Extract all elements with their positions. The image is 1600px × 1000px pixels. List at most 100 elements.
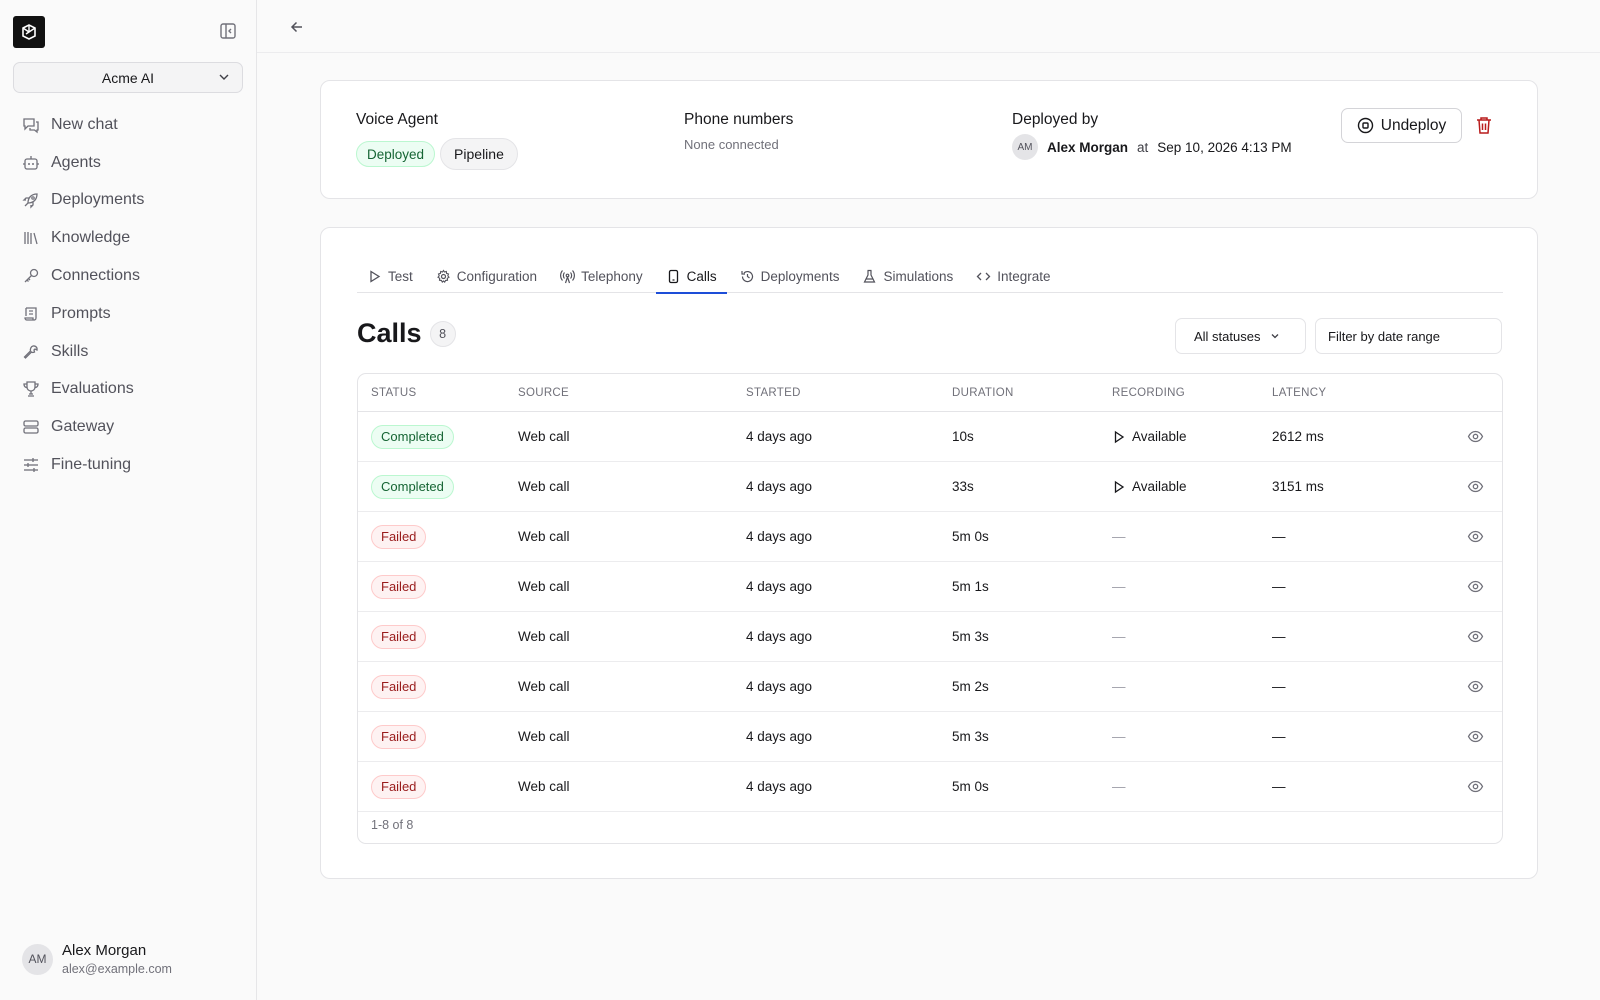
sidebar-item-skills[interactable]: Skills bbox=[13, 333, 245, 371]
trash-icon[interactable] bbox=[1475, 115, 1493, 135]
phone-numbers-label: Phone numbers bbox=[684, 111, 794, 128]
column-header-source[interactable]: SOURCE bbox=[518, 386, 570, 399]
calls-table: STATUS SOURCE STARTED DURATION RECORDING… bbox=[357, 373, 1503, 844]
chevron-down-icon bbox=[219, 74, 229, 80]
tab-configuration[interactable]: Configuration bbox=[426, 259, 547, 293]
eye-icon[interactable] bbox=[1467, 428, 1484, 445]
column-header-duration[interactable]: DURATION bbox=[952, 386, 1014, 399]
status-cell: Failed bbox=[358, 574, 518, 599]
table-row[interactable]: Failed Web call 4 days ago 5m 3s — — bbox=[358, 712, 1502, 762]
sidebar-item-prompts[interactable]: Prompts bbox=[13, 295, 245, 333]
avatar: AM bbox=[22, 943, 53, 975]
tab-integrate[interactable]: Integrate bbox=[966, 259, 1060, 293]
tab-label: Test bbox=[388, 268, 413, 284]
gear-icon bbox=[436, 269, 450, 283]
tab-simulations[interactable]: Simulations bbox=[852, 259, 963, 293]
status-cell: Completed bbox=[358, 474, 518, 499]
source-cell: Web call bbox=[518, 429, 570, 444]
sidebar-item-agents[interactable]: Agents bbox=[13, 144, 245, 182]
started-cell: 4 days ago bbox=[746, 679, 813, 694]
sidebar-item-evaluations[interactable]: Evaluations bbox=[13, 371, 245, 409]
sidebar: Acme AI New chat Agents Deployments Know… bbox=[0, 0, 257, 1000]
tab-deployments[interactable]: Deployments bbox=[730, 259, 850, 293]
deployed-status-badge: Deployed bbox=[356, 141, 436, 167]
table-row[interactable]: Failed Web call 4 days ago 5m 0s — — bbox=[358, 512, 1502, 562]
table-row[interactable]: Failed Web call 4 days ago 5m 3s — — bbox=[358, 612, 1502, 662]
workspace-select[interactable]: Acme AI bbox=[13, 62, 243, 93]
back-arrow-icon[interactable] bbox=[288, 18, 306, 36]
play-icon[interactable] bbox=[1112, 430, 1126, 444]
status-filter-select[interactable]: All statuses bbox=[1175, 318, 1306, 354]
eye-icon[interactable] bbox=[1467, 778, 1484, 795]
sidebar-item-knowledge[interactable]: Knowledge bbox=[13, 219, 245, 257]
latency-cell: — bbox=[1272, 779, 1286, 794]
sidebar-item-label: Fine-tuning bbox=[51, 456, 132, 474]
status-badge: Failed bbox=[371, 624, 427, 649]
eye-icon[interactable] bbox=[1467, 578, 1484, 595]
eye-icon[interactable] bbox=[1467, 628, 1484, 645]
column-header-started[interactable]: STARTED bbox=[746, 386, 801, 399]
duration-cell: 33s bbox=[952, 479, 974, 494]
phone-numbers-value: None connected bbox=[684, 137, 779, 152]
recording-value: Available bbox=[1132, 479, 1187, 494]
source-cell: Web call bbox=[518, 779, 570, 794]
latency-cell: — bbox=[1272, 729, 1286, 744]
table-row[interactable]: Failed Web call 4 days ago 5m 0s — — bbox=[358, 762, 1502, 812]
sidebar-item-label: Skills bbox=[51, 342, 89, 360]
source-cell: Web call bbox=[518, 679, 570, 694]
workspace-name: Acme AI bbox=[101, 69, 155, 86]
flask-icon bbox=[863, 269, 876, 283]
app-logo[interactable] bbox=[13, 16, 45, 48]
sidebar-item-fine-tuning[interactable]: Fine-tuning bbox=[13, 446, 245, 484]
tab-test[interactable]: Test bbox=[357, 259, 423, 293]
chevron-down-icon bbox=[1272, 334, 1279, 339]
sidebar-item-label: Connections bbox=[51, 267, 140, 285]
agent-info-card: Voice Agent Deployed Pipeline Phone numb… bbox=[320, 80, 1538, 199]
sidebar-item-connections[interactable]: Connections bbox=[13, 257, 245, 295]
deployer-avatar: AM bbox=[1012, 134, 1038, 160]
trophy-icon bbox=[23, 381, 39, 398]
table-row[interactable]: Failed Web call 4 days ago 5m 2s — — bbox=[358, 662, 1502, 712]
server-icon bbox=[23, 420, 39, 434]
status-badge: Failed bbox=[371, 524, 427, 549]
date-range-filter[interactable]: Filter by date range bbox=[1315, 318, 1502, 354]
recording-value: — bbox=[1112, 729, 1126, 744]
antenna-icon bbox=[560, 269, 576, 283]
column-header-status[interactable]: STATUS bbox=[371, 386, 417, 399]
eye-icon[interactable] bbox=[1467, 528, 1484, 545]
recording-value: — bbox=[1112, 629, 1126, 644]
duration-cell: 5m 3s bbox=[952, 629, 989, 644]
tab-telephony[interactable]: Telephony bbox=[550, 259, 653, 293]
stop-circle-icon bbox=[1357, 117, 1373, 134]
recording-cell: — bbox=[1112, 579, 1272, 594]
eye-icon[interactable] bbox=[1467, 728, 1484, 745]
status-filter-label: All statuses bbox=[1194, 328, 1261, 344]
library-icon bbox=[24, 232, 38, 245]
eye-icon[interactable] bbox=[1467, 678, 1484, 695]
eye-icon[interactable] bbox=[1467, 478, 1484, 495]
play-icon bbox=[370, 269, 381, 283]
undeploy-button[interactable]: Undeploy bbox=[1341, 108, 1462, 143]
sidebar-item-deployments[interactable]: Deployments bbox=[13, 182, 245, 220]
column-header-recording[interactable]: RECORDING bbox=[1112, 386, 1185, 399]
collapse-sidebar-icon[interactable] bbox=[219, 22, 237, 40]
agent-type-label: Voice Agent bbox=[356, 111, 438, 128]
sidebar-item-gateway[interactable]: Gateway bbox=[13, 408, 245, 446]
table-row[interactable]: Failed Web call 4 days ago 5m 1s — — bbox=[358, 562, 1502, 612]
tab-label: Configuration bbox=[456, 268, 538, 284]
column-header-latency[interactable]: LATENCY bbox=[1272, 386, 1327, 399]
play-icon[interactable] bbox=[1112, 480, 1126, 494]
table-row[interactable]: Completed Web call 4 days ago 10s Available 2… bbox=[358, 412, 1502, 462]
phone-icon bbox=[668, 269, 678, 283]
tab-calls[interactable]: Calls bbox=[655, 259, 727, 294]
table-row[interactable]: Completed Web call 4 days ago 33s Available 3… bbox=[358, 462, 1502, 512]
recording-cell[interactable]: Available bbox=[1112, 429, 1272, 444]
tab-label: Telephony bbox=[581, 268, 643, 284]
history-icon bbox=[741, 270, 753, 282]
status-cell: Completed bbox=[358, 424, 518, 449]
sidebar-item-label: Knowledge bbox=[51, 229, 131, 247]
sidebar-item-new-chat[interactable]: New chat bbox=[13, 106, 245, 144]
recording-cell[interactable]: Available bbox=[1112, 479, 1272, 494]
duration-cell: 5m 0s bbox=[952, 779, 989, 794]
user-profile[interactable]: AM Alex Morgan alex@example.com bbox=[22, 942, 172, 976]
